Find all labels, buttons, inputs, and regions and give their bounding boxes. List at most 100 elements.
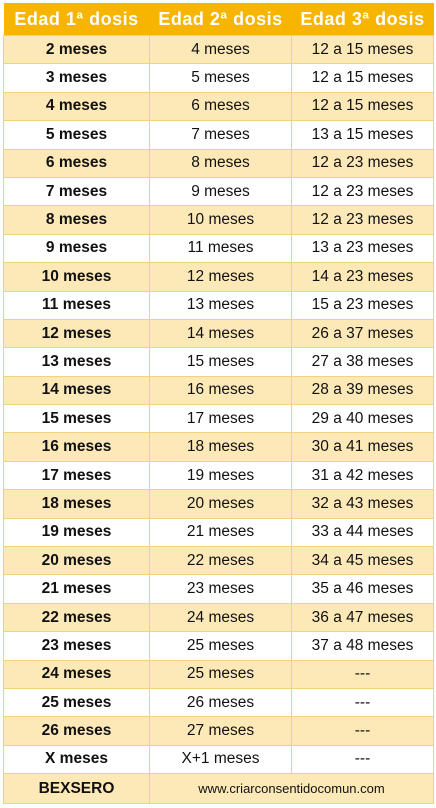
- third-dose-cell: 12 a 23 meses: [291, 205, 434, 235]
- second-dose-cell: 25 meses: [149, 631, 292, 661]
- first-dose-cell: 21 meses: [3, 574, 150, 604]
- third-dose-cell: 12 a 23 meses: [291, 176, 434, 207]
- header-third-dose: Edad 3ª dosis: [291, 3, 434, 36]
- first-dose-cell: 18 meses: [3, 489, 150, 519]
- table-row: 26 meses 27 meses ---: [3, 716, 434, 746]
- second-dose-cell: 22 meses: [149, 546, 292, 576]
- first-dose-cell: 7 meses: [3, 176, 150, 207]
- table-row: 25 meses 26 meses ---: [3, 687, 434, 718]
- third-dose-cell: 35 a 46 meses: [291, 574, 434, 604]
- first-dose-cell: 2 meses: [3, 34, 150, 65]
- first-dose-cell: 9 meses: [3, 233, 150, 264]
- first-dose-cell: 19 meses: [3, 517, 150, 548]
- first-dose-cell: 25 meses: [3, 687, 150, 718]
- second-dose-cell: 17 meses: [149, 404, 292, 434]
- second-dose-cell: 24 meses: [149, 602, 292, 633]
- second-dose-cell: 19 meses: [149, 460, 292, 491]
- third-dose-cell: 12 a 23 meses: [291, 148, 434, 178]
- first-dose-cell: 22 meses: [3, 602, 150, 633]
- first-dose-cell: 6 meses: [3, 148, 150, 178]
- table-row: 21 meses 23 meses 35 a 46 meses: [3, 574, 434, 604]
- table-row: 4 meses 6 meses 12 a 15 meses: [3, 91, 434, 122]
- table-row: 22 meses 24 meses 36 a 47 meses: [3, 602, 434, 633]
- first-dose-cell: 26 meses: [3, 716, 150, 746]
- table-row: 3 meses 5 meses 12 a 15 meses: [3, 63, 434, 93]
- third-dose-cell: ---: [291, 744, 434, 775]
- second-dose-cell: 20 meses: [149, 489, 292, 519]
- vaccine-schedule-table: Edad 1ª dosis Edad 2ª dosis Edad 3ª dosi…: [3, 3, 434, 805]
- first-dose-cell: 14 meses: [3, 375, 150, 406]
- footer-website: www.criarconsentidocomun.com: [149, 773, 434, 805]
- third-dose-cell: 13 a 23 meses: [291, 233, 434, 264]
- first-dose-cell: 3 meses: [3, 63, 150, 93]
- footer-label: BEXSERO: [3, 773, 150, 805]
- table-row: 2 meses 4 meses 12 a 15 meses: [3, 34, 434, 65]
- table-row: 5 meses 7 meses 13 a 15 meses: [3, 120, 434, 150]
- second-dose-cell: 14 meses: [149, 318, 292, 349]
- first-dose-cell: 23 meses: [3, 631, 150, 661]
- first-dose-cell: 24 meses: [3, 659, 150, 689]
- third-dose-cell: 13 a 15 meses: [291, 120, 434, 150]
- table-row: 12 meses 14 meses 26 a 37 meses: [3, 318, 434, 349]
- table-row: 23 meses 25 meses 37 a 48 meses: [3, 631, 434, 661]
- table-row: 20 meses 22 meses 34 a 45 meses: [3, 546, 434, 576]
- table-row: 15 meses 17 meses 29 a 40 meses: [3, 404, 434, 434]
- header-second-dose: Edad 2ª dosis: [149, 3, 292, 36]
- first-dose-cell: 8 meses: [3, 205, 150, 235]
- second-dose-cell: 18 meses: [149, 432, 292, 462]
- second-dose-cell: 5 meses: [149, 63, 292, 93]
- third-dose-cell: 31 a 42 meses: [291, 460, 434, 491]
- table-row: 24 meses 25 meses ---: [3, 659, 434, 689]
- second-dose-cell: 7 meses: [149, 120, 292, 150]
- third-dose-cell: 37 a 48 meses: [291, 631, 434, 661]
- second-dose-cell: 13 meses: [149, 290, 292, 320]
- table-header-row: Edad 1ª dosis Edad 2ª dosis Edad 3ª dosi…: [3, 3, 434, 36]
- second-dose-cell: X+1 meses: [149, 744, 292, 775]
- third-dose-cell: 28 a 39 meses: [291, 375, 434, 406]
- table-row: 8 meses 10 meses 12 a 23 meses: [3, 205, 434, 235]
- second-dose-cell: 23 meses: [149, 574, 292, 604]
- third-dose-cell: 30 a 41 meses: [291, 432, 434, 462]
- third-dose-cell: 34 a 45 meses: [291, 546, 434, 576]
- second-dose-cell: 26 meses: [149, 687, 292, 718]
- third-dose-cell: 36 a 47 meses: [291, 602, 434, 633]
- first-dose-cell: 15 meses: [3, 404, 150, 434]
- third-dose-cell: 32 a 43 meses: [291, 489, 434, 519]
- table-row: 11 meses 13 meses 15 a 23 meses: [3, 290, 434, 320]
- table-row: 10 meses 12 meses 14 a 23 meses: [3, 262, 434, 292]
- third-dose-cell: 12 a 15 meses: [291, 34, 434, 65]
- first-dose-cell: 11 meses: [3, 290, 150, 320]
- table-row: 7 meses 9 meses 12 a 23 meses: [3, 176, 434, 207]
- second-dose-cell: 4 meses: [149, 34, 292, 65]
- second-dose-cell: 16 meses: [149, 375, 292, 406]
- table-row: 17 meses 19 meses 31 a 42 meses: [3, 460, 434, 491]
- first-dose-cell: 17 meses: [3, 460, 150, 491]
- third-dose-cell: 29 a 40 meses: [291, 404, 434, 434]
- second-dose-cell: 25 meses: [149, 659, 292, 689]
- first-dose-cell: 20 meses: [3, 546, 150, 576]
- first-dose-cell: 16 meses: [3, 432, 150, 462]
- vaccine-schedule-table-container: Edad 1ª dosis Edad 2ª dosis Edad 3ª dosi…: [3, 3, 434, 805]
- second-dose-cell: 8 meses: [149, 148, 292, 178]
- table-body: 2 meses 4 meses 12 a 15 meses 3 meses 5 mese…: [3, 34, 434, 775]
- table-row: 18 meses 20 meses 32 a 43 meses: [3, 489, 434, 519]
- third-dose-cell: ---: [291, 716, 434, 746]
- third-dose-cell: 27 a 38 meses: [291, 347, 434, 377]
- second-dose-cell: 6 meses: [149, 91, 292, 122]
- second-dose-cell: 27 meses: [149, 716, 292, 746]
- first-dose-cell: 5 meses: [3, 120, 150, 150]
- first-dose-cell: 4 meses: [3, 91, 150, 122]
- table-row: 13 meses 15 meses 27 a 38 meses: [3, 347, 434, 377]
- second-dose-cell: 15 meses: [149, 347, 292, 377]
- third-dose-cell: 12 a 15 meses: [291, 63, 434, 93]
- second-dose-cell: 10 meses: [149, 205, 292, 235]
- header-first-dose: Edad 1ª dosis: [3, 3, 150, 36]
- second-dose-cell: 21 meses: [149, 517, 292, 548]
- first-dose-cell: 13 meses: [3, 347, 150, 377]
- table-row: X meses X+1 meses ---: [3, 744, 434, 775]
- second-dose-cell: 12 meses: [149, 262, 292, 292]
- first-dose-cell: 10 meses: [3, 262, 150, 292]
- table-footer-row: BEXSERO www.criarconsentidocomun.com: [3, 773, 434, 805]
- first-dose-cell: 12 meses: [3, 318, 150, 349]
- first-dose-cell: X meses: [3, 744, 150, 775]
